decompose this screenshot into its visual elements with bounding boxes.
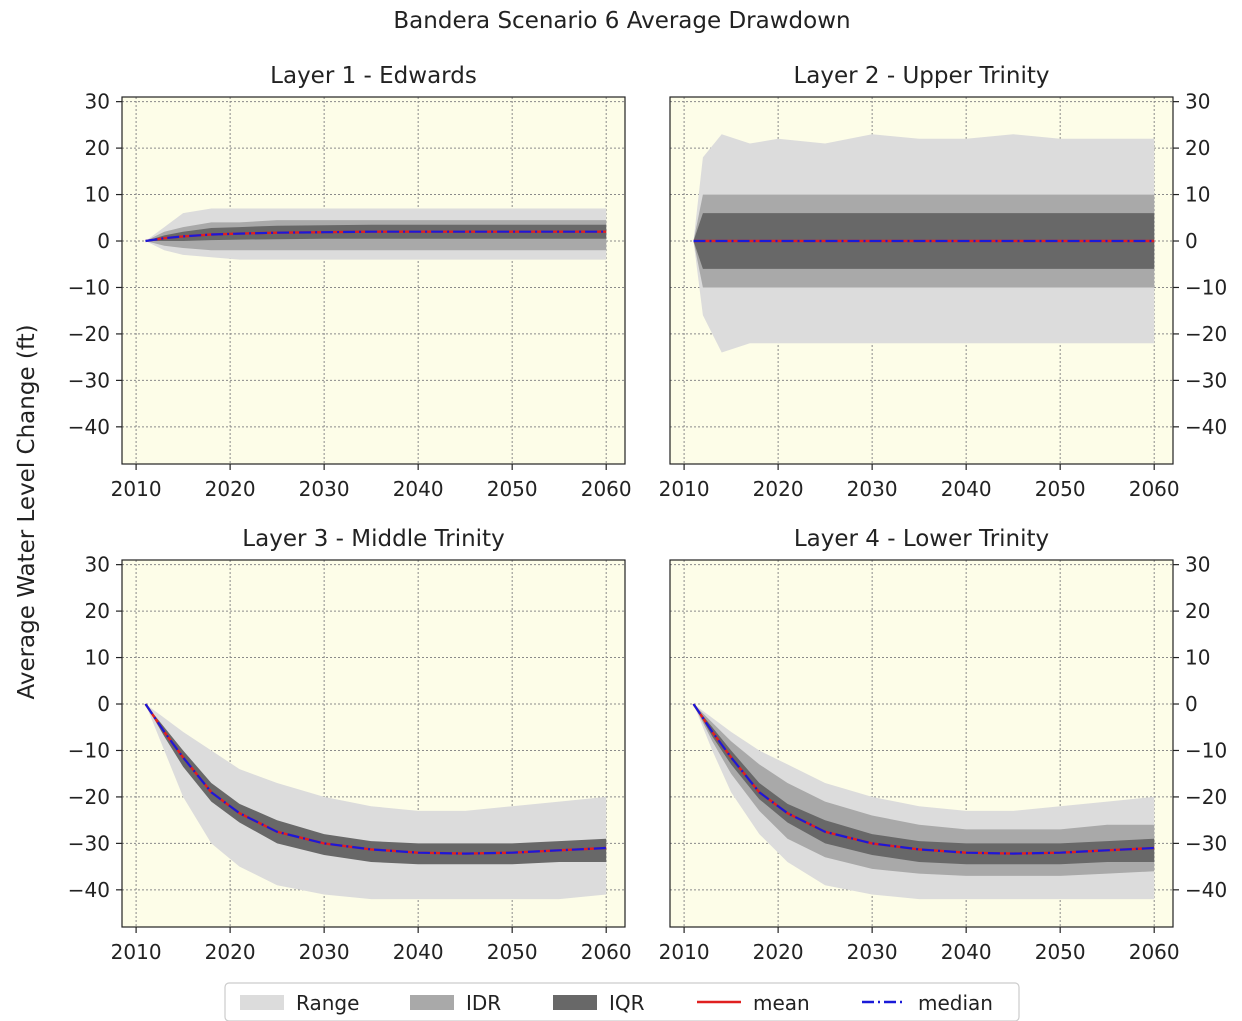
y-tick-label: 0 <box>1185 692 1198 716</box>
legend-label: IDR <box>466 991 501 1015</box>
y-tick-label: 0 <box>97 229 110 253</box>
y-tick-label: −40 <box>1185 878 1227 902</box>
y-tick-label: 30 <box>1185 553 1210 577</box>
y-tick-label: 10 <box>1185 183 1210 207</box>
x-tick-label: 2050 <box>1035 940 1086 964</box>
x-tick-label: 2030 <box>299 940 350 964</box>
y-tick-label: 10 <box>85 646 110 670</box>
y-tick-label: −30 <box>68 368 110 392</box>
y-tick-label: −10 <box>1185 275 1227 299</box>
line-median <box>145 230 607 243</box>
x-tick-label: 2020 <box>205 477 256 501</box>
subplot-title: Layer 4 - Lower Trinity <box>794 526 1049 552</box>
y-tick-label: 20 <box>85 136 110 160</box>
legend-swatch-iqr <box>553 995 597 1010</box>
x-tick-label: 2040 <box>393 940 444 964</box>
legend-swatch-idr <box>410 995 454 1010</box>
y-tick-label: 10 <box>85 183 110 207</box>
legend: Range IDR IQR mean median <box>224 982 1020 1021</box>
y-tick-label: 0 <box>1185 229 1198 253</box>
y-tick-label: −40 <box>68 415 110 439</box>
line-median <box>144 703 607 855</box>
figure-suptitle: Bandera Scenario 6 Average Drawdown <box>393 8 850 34</box>
y-tick-label: −20 <box>1185 785 1227 809</box>
plot-frame <box>669 559 1174 928</box>
plot-background <box>122 97 625 464</box>
figure-ylabel: Average Water Level Change (ft) <box>14 324 40 699</box>
plot-frame <box>121 96 626 465</box>
subplot-title: Layer 1 - Edwards <box>270 63 477 89</box>
y-tick-label: −20 <box>68 785 110 809</box>
x-tick-label: 2020 <box>205 940 256 964</box>
y-tick-label: 30 <box>85 90 110 114</box>
x-tick-label: 2010 <box>659 477 710 501</box>
x-tick-label: 2040 <box>393 477 444 501</box>
y-tick-label: 0 <box>97 692 110 716</box>
subplot-title: Layer 2 - Upper Trinity <box>793 63 1049 89</box>
x-tick-label: 2010 <box>111 940 162 964</box>
y-tick-label: 30 <box>1185 90 1210 114</box>
x-tick-label: 2050 <box>487 940 538 964</box>
y-tick-label: −20 <box>68 322 110 346</box>
y-tick-label: 20 <box>85 599 110 623</box>
x-tick-label: 2030 <box>299 477 350 501</box>
x-tick-label: 2020 <box>753 477 804 501</box>
x-tick-label: 2060 <box>581 477 632 501</box>
legend-label: median <box>918 991 993 1015</box>
y-tick-label: −30 <box>1185 831 1227 855</box>
line-median <box>692 703 1155 855</box>
x-tick-label: 2040 <box>941 477 992 501</box>
x-tick-label: 2060 <box>1129 940 1180 964</box>
legend-item-range: Range <box>240 991 359 1015</box>
x-tick-label: 2010 <box>111 477 162 501</box>
band-iqr <box>145 224 607 241</box>
x-tick-label: 2060 <box>1129 477 1180 501</box>
y-tick-label: 20 <box>1185 136 1210 160</box>
plot-frame <box>669 96 1174 465</box>
y-tick-label: −20 <box>1185 322 1227 346</box>
subplot-title: Layer 3 - Middle Trinity <box>242 526 504 552</box>
y-tick-label: 10 <box>1185 646 1210 670</box>
legend-label: mean <box>753 991 810 1015</box>
legend-item-iqr: IQR <box>553 991 645 1015</box>
x-tick-label: 2040 <box>941 940 992 964</box>
y-tick-label: 30 <box>85 553 110 577</box>
x-tick-label: 2020 <box>753 940 804 964</box>
plot-frame <box>121 559 626 928</box>
x-tick-label: 2010 <box>659 940 710 964</box>
y-tick-label: −40 <box>1185 415 1227 439</box>
legend-frame <box>224 982 1020 1021</box>
y-tick-label: −30 <box>1185 368 1227 392</box>
y-tick-label: −10 <box>1185 738 1227 762</box>
x-tick-label: 2030 <box>847 477 898 501</box>
y-tick-label: 20 <box>1185 599 1210 623</box>
legend-swatch-range <box>240 995 284 1010</box>
y-tick-label: −40 <box>68 878 110 902</box>
legend-item-mean: mean <box>697 991 810 1015</box>
x-tick-label: 2050 <box>1035 477 1086 501</box>
y-tick-label: −30 <box>68 831 110 855</box>
legend-label: Range <box>296 991 359 1015</box>
y-tick-label: −10 <box>68 738 110 762</box>
x-tick-label: 2060 <box>581 940 632 964</box>
y-tick-label: −10 <box>68 275 110 299</box>
legend-item-idr: IDR <box>410 991 501 1015</box>
x-tick-label: 2050 <box>487 477 538 501</box>
legend-item-median: median <box>862 991 993 1015</box>
x-tick-label: 2030 <box>847 940 898 964</box>
legend-label: IQR <box>609 991 645 1015</box>
